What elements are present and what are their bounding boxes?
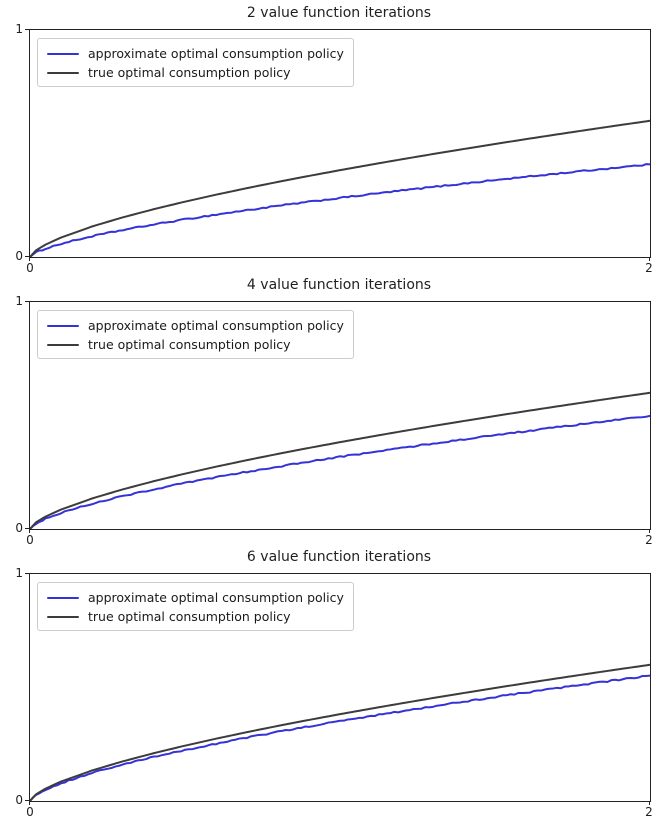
ytick-mark-top xyxy=(25,301,29,302)
plot-area: approximate optimal consumption policy t… xyxy=(29,301,651,530)
legend-box: approximate optimal consumption policy t… xyxy=(37,310,354,359)
legend-entry-approximate: approximate optimal consumption policy xyxy=(47,316,344,335)
xtick-label-0: 0 xyxy=(26,533,34,547)
plot-title: 6 value function iterations xyxy=(246,549,432,565)
curves-svg xyxy=(30,119,650,257)
ytick-mark-top xyxy=(25,573,29,574)
subplot-6-iterations: 6 value function iterations 1 0 0 2 appr… xyxy=(0,544,663,819)
legend-entry-true: true optimal consumption policy xyxy=(47,335,344,354)
plot-title: 4 value function iterations xyxy=(246,277,432,293)
plot-area: approximate optimal consumption policy t… xyxy=(29,573,651,802)
plot-area: approximate optimal consumption policy t… xyxy=(29,29,651,258)
ytick-mark-bottom xyxy=(25,256,29,257)
legend-label: true optimal consumption policy xyxy=(88,65,291,80)
subplot-2-iterations: 2 value function iterations 1 0 0 2 appr… xyxy=(0,0,663,275)
legend-label: approximate optimal consumption policy xyxy=(88,46,344,61)
ytick-label-0: 0 xyxy=(15,249,23,263)
approximate-line-swatch xyxy=(47,596,79,599)
ytick-label-1: 1 xyxy=(15,22,23,36)
true-line-swatch xyxy=(47,343,79,346)
legend-label: true optimal consumption policy xyxy=(88,609,291,624)
xtick-mark-right xyxy=(649,801,650,805)
curves-svg xyxy=(30,391,650,529)
legend-entry-approximate: approximate optimal consumption policy xyxy=(47,44,344,63)
ytick-mark-bottom xyxy=(25,800,29,801)
true-line-swatch xyxy=(47,615,79,618)
plot-title: 2 value function iterations xyxy=(246,5,432,21)
xtick-label-0: 0 xyxy=(26,261,34,275)
subplot-4-iterations: 4 value function iterations 1 0 0 2 appr… xyxy=(0,272,663,547)
xtick-mark-left xyxy=(29,257,30,261)
approximate-line-swatch xyxy=(47,52,79,55)
legend-entry-approximate: approximate optimal consumption policy xyxy=(47,588,344,607)
ytick-label-1: 1 xyxy=(15,566,23,580)
xtick-mark-left xyxy=(29,529,30,533)
legend-box: approximate optimal consumption policy t… xyxy=(37,38,354,87)
ytick-label-0: 0 xyxy=(15,793,23,807)
legend-label: approximate optimal consumption policy xyxy=(88,590,344,605)
ytick-label-0: 0 xyxy=(15,521,23,535)
approximate-line-swatch xyxy=(47,324,79,327)
legend-label: true optimal consumption policy xyxy=(88,337,291,352)
xtick-label-2: 2 xyxy=(645,805,653,819)
legend-box: approximate optimal consumption policy t… xyxy=(37,582,354,631)
xtick-mark-right xyxy=(649,529,650,533)
ytick-mark-bottom xyxy=(25,528,29,529)
ytick-mark-top xyxy=(25,29,29,30)
xtick-label-2: 2 xyxy=(645,261,653,275)
legend-entry-true: true optimal consumption policy xyxy=(47,607,344,626)
xtick-label-2: 2 xyxy=(645,533,653,547)
xtick-mark-left xyxy=(29,801,30,805)
legend-label: approximate optimal consumption policy xyxy=(88,318,344,333)
xtick-mark-right xyxy=(649,257,650,261)
legend-entry-true: true optimal consumption policy xyxy=(47,63,344,82)
xtick-label-0: 0 xyxy=(26,805,34,819)
ytick-label-1: 1 xyxy=(15,294,23,308)
true-line-swatch xyxy=(47,71,79,74)
curves-svg xyxy=(30,663,650,801)
